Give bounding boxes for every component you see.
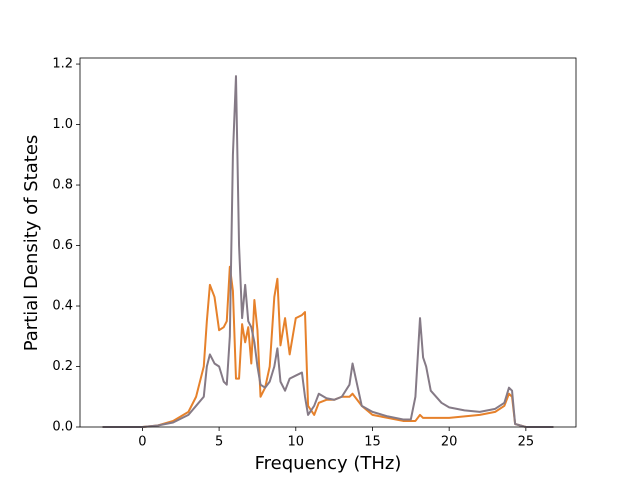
y-axis-label: Partial Density of States [21, 135, 42, 352]
y-tick-label: 0.6 [52, 238, 73, 253]
data-line [102, 265, 554, 428]
y-tick-label: 0.2 [52, 359, 73, 374]
y-tick-label: 0.8 [52, 178, 73, 193]
x-tick-label: 25 [518, 435, 535, 450]
x-tick-label: 20 [441, 435, 458, 450]
y-tick-label: 0.4 [52, 299, 73, 314]
y-tick-label: 1.2 [52, 57, 73, 72]
x-tick-label: 5 [215, 435, 223, 450]
x-tick-label: 0 [138, 435, 146, 450]
axes-frame [79, 57, 577, 428]
y-tick-label: 0.0 [52, 420, 73, 435]
y-tick-label: 1.0 [52, 117, 73, 132]
data-line [102, 75, 554, 428]
x-axis-label: Frequency (THz) [255, 453, 402, 474]
x-tick-label: 15 [364, 435, 381, 450]
x-tick-label: 10 [288, 435, 305, 450]
